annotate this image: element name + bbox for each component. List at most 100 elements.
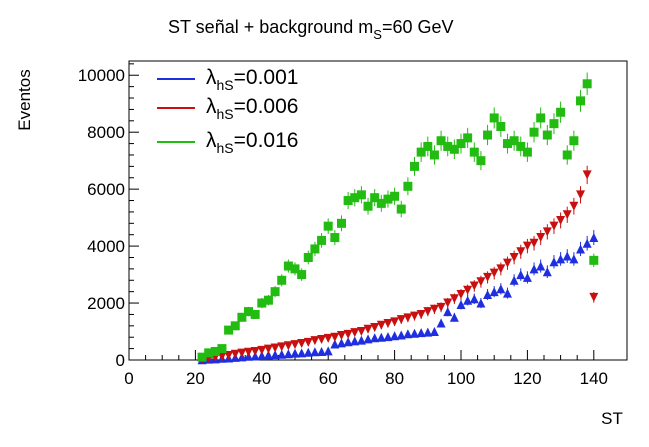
data-point [549, 221, 559, 231]
data-point [469, 147, 479, 157]
data-point [469, 281, 479, 291]
data-point [336, 338, 346, 348]
data-point [529, 127, 539, 137]
data-point [403, 181, 413, 191]
y-tick-label: 2000 [87, 294, 125, 313]
data-point [204, 348, 214, 358]
data-point [290, 348, 300, 358]
data-point [350, 193, 360, 203]
x-tick-label: 140 [580, 369, 608, 388]
data-point [270, 287, 280, 297]
data-point [562, 150, 572, 160]
data-point [230, 349, 240, 359]
y-tick-label: 4000 [87, 237, 125, 256]
data-point [297, 348, 307, 358]
data-point [396, 204, 406, 214]
data-point [376, 198, 386, 208]
data-point [509, 275, 519, 285]
x-tick-label: 120 [513, 369, 541, 388]
chart-title: ST señal + background mS=60 GeV [168, 17, 454, 42]
data-point [270, 350, 280, 360]
data-point [383, 332, 393, 342]
data-point [297, 338, 307, 348]
data-point [516, 247, 526, 257]
data-point [476, 298, 486, 308]
data-point [582, 170, 592, 180]
data-point [556, 107, 566, 117]
data-point [582, 79, 592, 89]
data-point [257, 350, 267, 360]
axes: 0 20 40 60 80 100 120 140 0 2000 4000 6000 8000 10000 [78, 63, 608, 388]
data-point [496, 121, 506, 131]
data-point [244, 307, 254, 317]
data-point [576, 244, 586, 254]
data-point [257, 345, 267, 355]
data-point [522, 147, 532, 157]
data-point [224, 350, 234, 360]
data-point [230, 321, 240, 331]
x-tick-label: 40 [252, 369, 271, 388]
data-point [456, 290, 466, 300]
legend: λhS=0.001 λhS=0.006 λhS=0.016 [157, 66, 298, 156]
legend-entry-2: λhS=0.016 [206, 129, 298, 156]
data-point [576, 96, 586, 106]
data-point [423, 327, 433, 337]
data-point [449, 312, 459, 322]
data-point [463, 285, 473, 295]
legend-entry-0: λhS=0.001 [206, 66, 298, 93]
series-0 [197, 230, 599, 365]
data-point [350, 336, 360, 346]
data-point [277, 342, 287, 352]
data-point [489, 113, 499, 123]
data-point [283, 349, 293, 359]
data-point [263, 344, 273, 354]
data-point [502, 139, 512, 149]
data-point [536, 261, 546, 271]
data-point [356, 327, 366, 337]
data-point [516, 141, 526, 151]
data-point [363, 334, 373, 344]
data-point [549, 257, 559, 267]
data-point [483, 130, 493, 140]
data-point [217, 344, 227, 354]
data-point [589, 233, 599, 243]
data-point [576, 190, 586, 200]
data-point [529, 238, 539, 248]
data-point [476, 277, 486, 287]
data-point [317, 346, 327, 356]
x-tick-label: 100 [447, 369, 475, 388]
data-point [483, 290, 493, 300]
data-point [323, 221, 333, 231]
data-point [423, 141, 433, 151]
data-point [396, 330, 406, 340]
x-tick-label: 80 [385, 369, 404, 388]
data-point [416, 147, 426, 157]
data-point [522, 272, 532, 282]
x-tick-label: 60 [319, 369, 338, 388]
data-point [250, 346, 260, 356]
data-point [522, 241, 532, 251]
data-point [257, 298, 267, 308]
data-point [469, 294, 479, 304]
data-point [250, 351, 260, 361]
legend-entry-1: λhS=0.006 [206, 95, 298, 122]
data-point [323, 346, 333, 356]
data-point [569, 201, 579, 211]
data-point [390, 191, 400, 201]
data-point [569, 136, 579, 146]
data-point [416, 309, 426, 319]
data-point [436, 302, 446, 312]
data-point [509, 252, 519, 262]
x-tick-label: 20 [186, 369, 205, 388]
y-axis-label: Eventos [15, 69, 34, 130]
data-point [376, 320, 386, 330]
data-point [237, 348, 247, 358]
series-2 [197, 72, 599, 362]
plot-frame [128, 60, 628, 361]
data-point [449, 294, 459, 304]
data-point [356, 335, 366, 345]
data-point [502, 258, 512, 268]
data-point [263, 350, 273, 360]
data-point [383, 319, 393, 329]
